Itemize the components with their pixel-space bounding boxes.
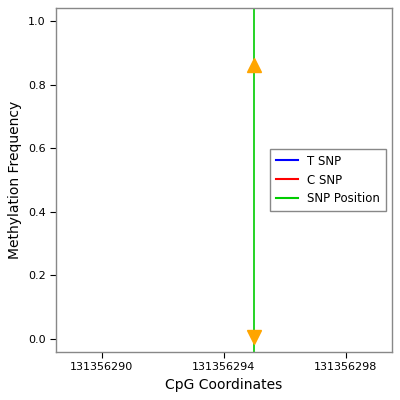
- X-axis label: CpG Coordinates: CpG Coordinates: [165, 378, 282, 392]
- Legend: T SNP, C SNP, SNP Position: T SNP, C SNP, SNP Position: [270, 149, 386, 211]
- Y-axis label: Methylation Frequency: Methylation Frequency: [8, 101, 22, 259]
